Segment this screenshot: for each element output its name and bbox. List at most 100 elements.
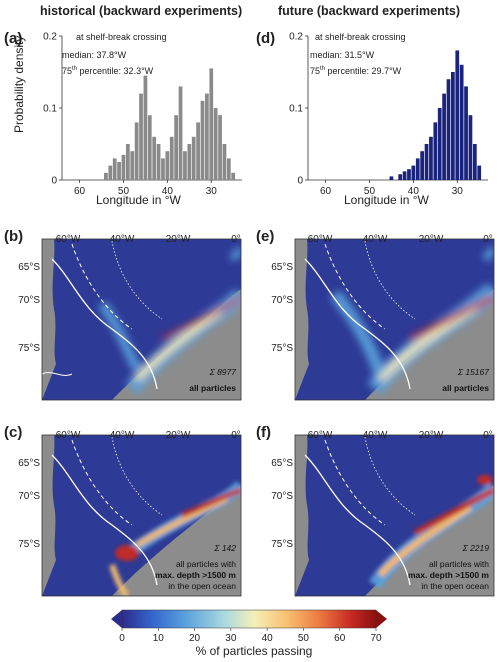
x-tick-label: 50 — [118, 186, 130, 197]
histogram-bar — [411, 165, 416, 180]
histogram-d: 0 0.1 0.2 60 50 40 30 — [289, 32, 488, 197]
colorbar-tick-label: 0 — [119, 633, 125, 644]
histogram-bar — [451, 72, 455, 180]
colorbar-gradient — [122, 610, 376, 628]
lon-tick: 0° — [483, 234, 493, 245]
colorbar-tick-label: 30 — [225, 633, 237, 644]
colorbar-ticks: 0 10 20 30 40 50 60 70 — [119, 628, 382, 644]
histogram-bar — [472, 144, 477, 180]
histogram-figure: 0 0.1 0.2 60 50 40 30 0 0.1 0.2 60 50 40 30 — [43, 32, 488, 197]
lon-tick: 0° — [483, 430, 493, 441]
median-d: median: 31.5°W — [310, 50, 375, 60]
histogram-bar — [152, 136, 157, 180]
histogram-bar — [459, 64, 464, 180]
lat-tick: 70°S — [18, 295, 40, 306]
subset-extra-c: in the open ocean — [168, 581, 236, 591]
x-tick-label: 40 — [408, 186, 420, 197]
histogram-bar — [389, 176, 394, 180]
histogram-bar — [226, 158, 231, 180]
histogram-bar — [161, 158, 165, 180]
lon-tick: 20°W — [419, 234, 444, 245]
map-frame-c — [41, 434, 242, 597]
map-b — [42, 239, 241, 400]
lat-tick: 75°S — [18, 539, 40, 550]
histogram-bar — [424, 144, 429, 180]
histogram-bar — [222, 144, 227, 180]
panel-label-c: (c) — [4, 424, 23, 441]
map-e — [295, 239, 494, 400]
lon-tick: 0° — [231, 430, 241, 441]
y-tick-label: 0 — [51, 176, 57, 187]
lon-tick: 20°W — [166, 430, 191, 441]
caption-a: at shelf-break crossing — [76, 32, 167, 42]
colorbar-left-arrow — [111, 610, 122, 628]
p75-a: 75th percentile: 32.3°W — [62, 66, 154, 76]
y-tick-label: 0.1 — [43, 104, 57, 115]
map-frame-e — [294, 238, 495, 401]
histogram-bar — [437, 108, 442, 180]
histogram-bar — [429, 136, 433, 180]
x-tick-label: 30 — [206, 186, 218, 197]
y-tick-label: 0.1 — [289, 104, 303, 115]
histogram-bar — [169, 136, 174, 180]
histogram-bar — [464, 86, 468, 180]
histogram-bar — [112, 158, 117, 180]
lat-tick: 70°S — [271, 491, 293, 502]
lon-tick: 60°W — [56, 234, 81, 245]
histogram-bar — [231, 172, 236, 180]
panel-label-d: (d) — [256, 30, 276, 47]
histogram-bar — [415, 158, 420, 180]
lon-tick: 20°W — [166, 234, 191, 245]
subset-extra-f: in the open ocean — [421, 581, 489, 591]
map-frame-f — [294, 434, 495, 597]
histogram-bar — [191, 136, 196, 180]
panel-label-f: (f) — [256, 424, 271, 441]
lon-tick: 20°W — [419, 430, 444, 441]
lat-tick: 75°S — [271, 343, 293, 354]
histogram-bar — [134, 122, 139, 180]
histogram-bar — [196, 122, 200, 180]
lon-tick: 40°W — [363, 234, 388, 245]
histogram-bar — [104, 172, 108, 180]
right-column-title: future (backward experiments) — [278, 4, 460, 18]
median-a: median: 37.8°W — [62, 50, 127, 60]
lon-tick: 0° — [231, 234, 241, 245]
histogram-bar — [183, 151, 187, 180]
histogram-bar — [117, 162, 121, 180]
histogram-bar — [165, 151, 170, 180]
subset-pre-f: all particles with — [429, 559, 489, 569]
colorbar-tick-label: 50 — [298, 633, 310, 644]
histogram-bar — [108, 165, 113, 180]
caption-d: at shelf-break crossing — [315, 32, 406, 42]
panel-label-a: (a) — [4, 30, 23, 47]
xlabel-d: Longitude in °W — [344, 193, 429, 207]
lat-tick: 75°S — [18, 343, 40, 354]
histogram-a: 0 0.1 0.2 60 50 40 30 — [43, 32, 242, 197]
y-tick-label: 0 — [297, 176, 303, 187]
subset-e: all particles — [442, 383, 489, 393]
x-tick-label: 50 — [364, 186, 376, 197]
left-column-title: historical (backward experiments) — [40, 4, 243, 18]
colorbar — [111, 609, 387, 629]
x-tick-label: 40 — [162, 186, 174, 197]
map-f — [295, 435, 494, 596]
lon-tick: 40°W — [363, 430, 388, 441]
histogram-bar — [130, 151, 135, 180]
histogram-bar — [442, 93, 446, 180]
lon-tick: 60°W — [308, 430, 333, 441]
histogram-bar — [209, 68, 214, 180]
histogram-bar — [407, 169, 411, 180]
histogram-bar — [446, 79, 451, 180]
x-tick-label: 60 — [320, 186, 332, 197]
x-tick-label: 30 — [452, 186, 464, 197]
lat-tick: 70°S — [18, 491, 40, 502]
colorbar-tick-label: 10 — [153, 633, 165, 644]
x-tick-label: 60 — [74, 186, 86, 197]
lat-tick: 70°S — [271, 295, 293, 306]
histogram-bar — [121, 154, 126, 180]
colorbar-tick-label: 40 — [262, 633, 274, 644]
histogram-bar — [200, 100, 205, 180]
lon-tick: 40°W — [110, 430, 135, 441]
colorbar-label: % of particles passing — [196, 644, 313, 658]
sum-e: Σ 15167 — [457, 367, 489, 377]
